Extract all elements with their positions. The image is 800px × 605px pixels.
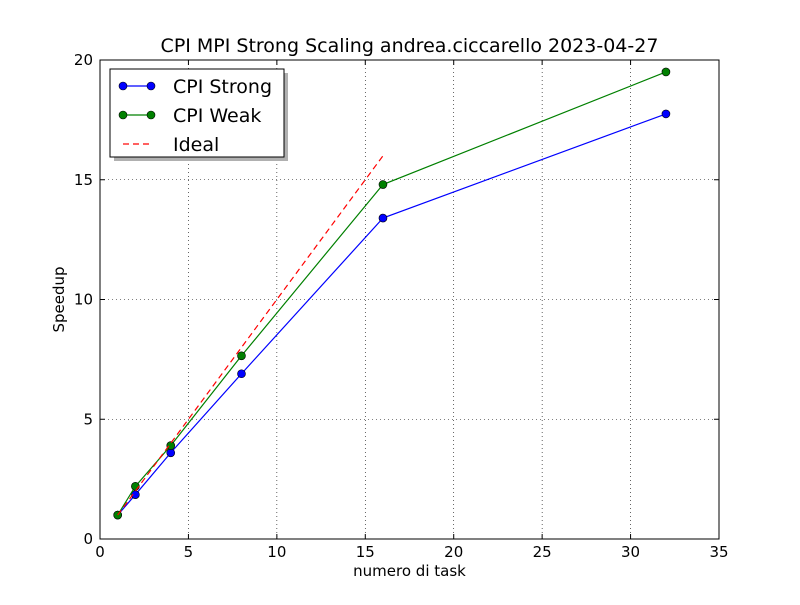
y-tick-label: 10: [74, 291, 93, 309]
data-point-cpi-weak: [378, 180, 388, 189]
series-cpi-weak: [113, 67, 671, 520]
x-tick-label: 5: [184, 543, 194, 561]
ticks: 0 5 10 15 20 25 30 35 0 5 10 15 20: [74, 51, 729, 561]
x-tick-label: 15: [356, 543, 375, 561]
data-point-cpi-strong: [378, 213, 388, 223]
x-axis-label: numero di task: [353, 562, 466, 580]
series-line-ideal: [117, 155, 384, 516]
series-line-cpi-strong: [117, 113, 667, 516]
legend-label-cpi-strong: CPI Strong: [173, 76, 272, 98]
legend-label-ideal: Ideal: [173, 134, 219, 156]
x-tick-label: 35: [709, 543, 728, 561]
legend-marker-cpi-strong: [146, 81, 156, 91]
data-point-cpi-weak: [661, 67, 671, 77]
y-tick-label: 0: [83, 530, 93, 548]
series-layer: [113, 67, 671, 520]
x-tick-label: 25: [533, 543, 552, 561]
x-tick-label: 10: [267, 543, 286, 561]
legend: CPI Strong CPI Weak Ideal: [109, 68, 288, 161]
legend-marker-cpi-weak: [146, 110, 156, 120]
y-axis-label: Speedup: [50, 266, 68, 332]
chart-title: CPI MPI Strong Scaling andrea.ciccarello…: [161, 35, 659, 57]
legend-box: [109, 68, 285, 158]
legend-marker-cpi-weak: [118, 110, 128, 120]
data-point-cpi-strong: [166, 448, 176, 458]
x-tick-label: 20: [444, 543, 463, 561]
x-tick-label: 30: [621, 543, 640, 561]
legend-label-cpi-weak: CPI Weak: [173, 105, 261, 127]
legend-marker-cpi-strong: [118, 81, 128, 91]
y-tick-label: 15: [74, 171, 93, 189]
y-tick-label: 5: [83, 410, 93, 428]
data-point-cpi-weak: [166, 441, 176, 450]
series-ideal: [117, 155, 384, 516]
y-tick-label: 20: [74, 51, 93, 69]
data-point-cpi-strong: [661, 109, 671, 119]
data-point-cpi-weak: [237, 351, 246, 361]
series-line-cpi-weak: [117, 71, 667, 516]
data-point-cpi-strong: [237, 369, 246, 379]
x-tick-label: 0: [95, 543, 105, 561]
